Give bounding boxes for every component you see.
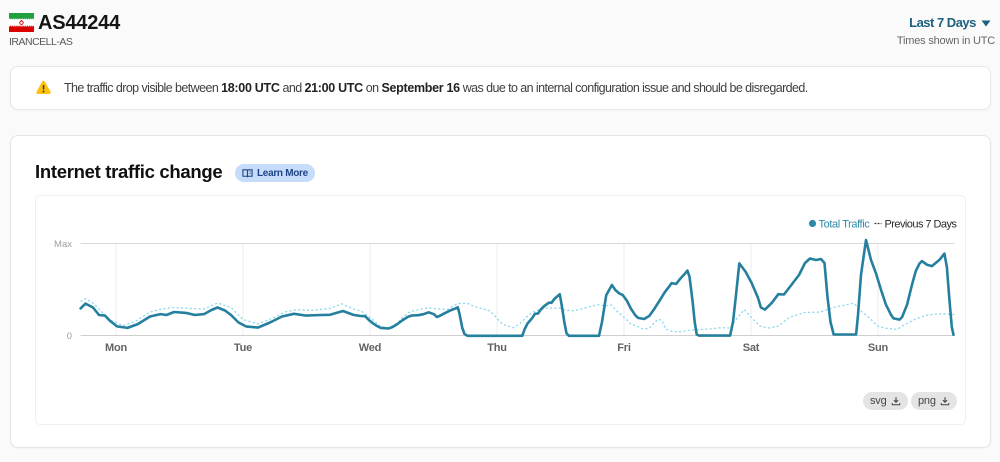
svg-text:Fri: Fri: [617, 342, 631, 354]
svg-text:Wed: Wed: [359, 342, 381, 354]
svg-text:Total Traffic: Total Traffic: [819, 219, 871, 231]
svg-text:Previous 7 Days: Previous 7 Days: [885, 219, 958, 231]
svg-text:Thu: Thu: [487, 342, 507, 354]
svg-text:Sun: Sun: [868, 342, 889, 354]
svg-text:Mon: Mon: [105, 342, 127, 354]
svg-text:Sat: Sat: [743, 342, 760, 354]
svg-text:Max: Max: [54, 239, 72, 250]
svg-text:Tue: Tue: [234, 342, 252, 354]
svg-text:0: 0: [67, 331, 72, 342]
